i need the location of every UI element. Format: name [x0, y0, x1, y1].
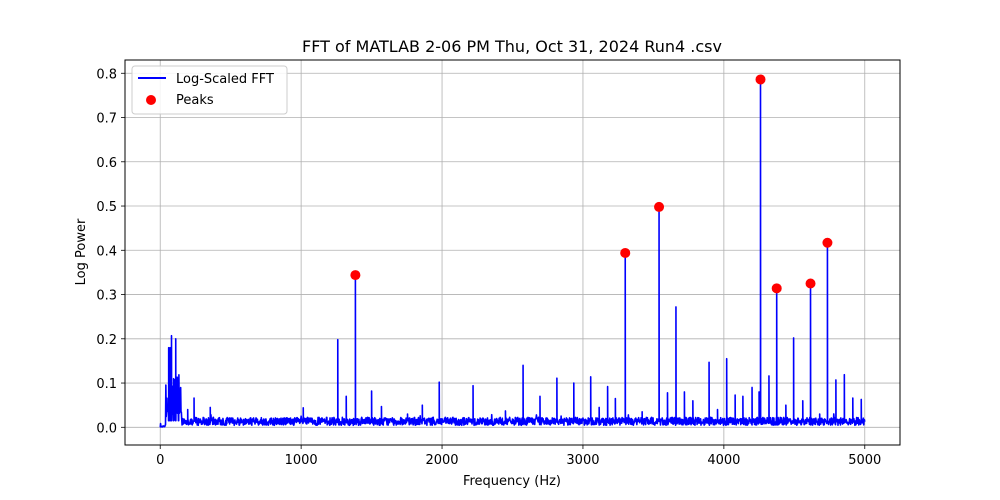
x-axis-ticks: 0 1000 2000 3000 4000 5000 [156, 445, 881, 468]
y-tick-label: 0.1 [96, 377, 117, 392]
x-tick-label: 0 [156, 453, 164, 468]
y-tick-label: 0.8 [96, 67, 117, 82]
x-tick-label: 5000 [848, 453, 881, 468]
y-tick-label: 0.3 [96, 289, 117, 304]
y-tick-label: 0.2 [96, 333, 117, 348]
peak-marker [654, 201, 665, 212]
peak-marker [771, 283, 782, 294]
peak-marker [805, 278, 816, 289]
grid-lines [125, 60, 900, 445]
plot-area-frame [124, 59, 901, 446]
y-tick-label: 0.7 [96, 112, 117, 127]
y-tick-label: 0.6 [96, 156, 117, 171]
fft-line [159, 78, 866, 428]
peak-marker [620, 247, 631, 258]
x-tick-label: 1000 [285, 453, 318, 468]
y-axis-ticks: 0.0 0.1 0.2 0.3 0.4 0.5 0.6 0.7 0.8 [96, 67, 125, 436]
x-tick-label: 4000 [707, 453, 740, 468]
legend-frame [131, 65, 288, 115]
y-tick-label: 0.4 [96, 244, 117, 259]
chart-title: FFT of MATLAB 2-06 PM Thu, Oct 31, 2024 … [302, 37, 722, 56]
y-tick-label: 0.0 [96, 421, 117, 436]
legend-label-fft: Log-Scaled FFT [176, 72, 274, 87]
x-axis-label: Frequency (Hz) [463, 474, 561, 489]
x-tick-label: 3000 [566, 453, 599, 468]
y-tick-label: 0.5 [96, 200, 117, 215]
peak-marker [350, 270, 361, 281]
fft-line-series [159, 78, 866, 428]
legend: Log-Scaled FFT Peaks [131, 65, 288, 115]
peak-marker [822, 237, 833, 248]
y-axis-label: Log Power [74, 218, 89, 285]
legend-label-peaks: Peaks [176, 93, 214, 108]
x-tick-label: 2000 [425, 453, 458, 468]
legend-marker-peaks [146, 95, 156, 105]
peak-marker [755, 74, 766, 85]
peaks-scatter-series [350, 74, 833, 294]
